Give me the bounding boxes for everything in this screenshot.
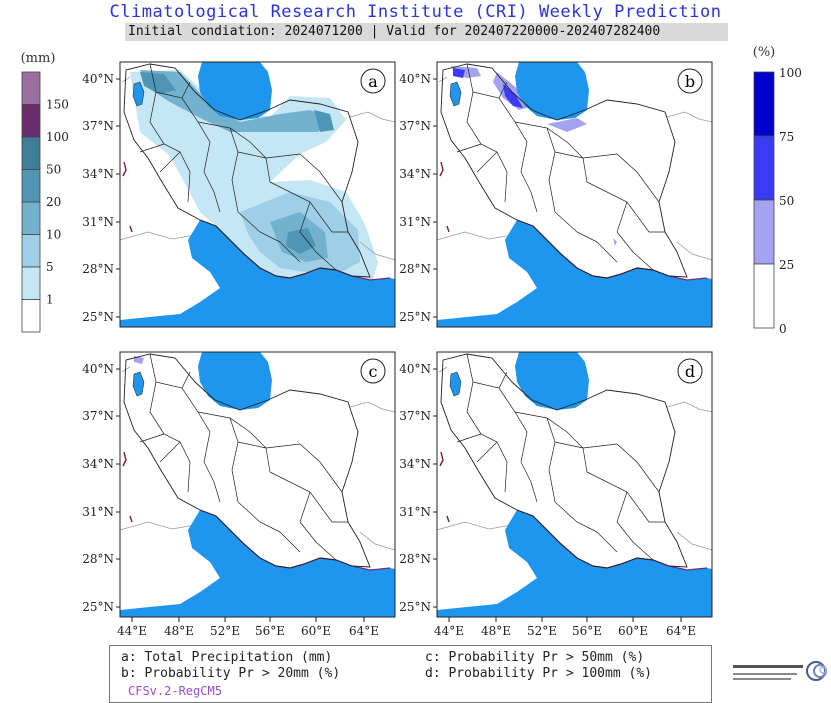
footer-d-label: d: Probability Pr > 100mm (%) — [425, 666, 652, 681]
latitude-label: 31°N — [82, 215, 114, 229]
longitude-label: 44°E — [434, 624, 464, 638]
latitude-label: 28°N — [82, 552, 114, 566]
longitude-label: 44°E — [117, 624, 147, 638]
longitude-label: 48°E — [164, 624, 194, 638]
colorbar-label: 0 — [779, 322, 787, 336]
colorbar-label: 20 — [46, 195, 61, 209]
precipitation-field — [130, 70, 378, 294]
colorbar-swatch — [753, 71, 775, 137]
probability-colorbar: (%) 100 75 50 25 0 — [753, 45, 802, 336]
latitude-label: 37°N — [399, 119, 431, 133]
latitude-label: 37°N — [399, 409, 431, 423]
longitude-label: 64°E — [349, 624, 379, 638]
precipitation-unit: (mm) — [21, 51, 56, 66]
panel-b — [436, 61, 713, 328]
colorbar-swatch — [21, 266, 41, 300]
latitude-label: 31°N — [399, 215, 431, 229]
map-subtitle: Initial condiation: 2024071200 | Valid f… — [125, 23, 728, 41]
colorbar-label: 10 — [46, 228, 61, 242]
latitude-label: 28°N — [82, 262, 114, 276]
colorbar-label: 100 — [779, 66, 802, 80]
latitude-label: 34°N — [82, 457, 114, 471]
latitude-label: 40°N — [399, 72, 431, 86]
longitude-label: 56°E — [572, 624, 602, 638]
footer-c-label: c: Probability Pr > 50mm (%) — [425, 650, 645, 665]
latitude-label: 37°N — [82, 409, 114, 423]
latitude-label: 31°N — [82, 505, 114, 519]
latitude-label: 25°N — [399, 310, 431, 324]
colorbar-swatch — [753, 199, 775, 265]
longitude-label: 60°E — [618, 624, 648, 638]
institute-logo — [733, 661, 827, 681]
colorbar-label: 50 — [779, 194, 794, 208]
latitude-label: 37°N — [82, 119, 114, 133]
colorbar-label: 5 — [46, 260, 54, 274]
panel-letters: a b c d — [360, 68, 703, 384]
panel-d — [436, 351, 713, 618]
latitude-label: 25°N — [82, 600, 114, 614]
latitude-label: 25°N — [399, 600, 431, 614]
colorbar-swatch — [21, 104, 41, 138]
latitude-label: 25°N — [82, 310, 114, 324]
colorbar-swatch — [21, 234, 41, 268]
colorbar-label: 150 — [46, 98, 69, 112]
latitude-label: 28°N — [399, 552, 431, 566]
colorbar-swatch — [21, 201, 41, 235]
colorbar-swatch — [753, 263, 775, 329]
footer-legend — [109, 645, 712, 703]
probability-field — [134, 356, 144, 364]
footer-a-label: a: Total Precipitation (mm) — [121, 650, 333, 665]
map-title: Climatological Research Institute (CRI) … — [109, 2, 722, 22]
colorbar-swatch — [21, 71, 41, 105]
latitude-label: 40°N — [82, 362, 114, 376]
panel-a-letter: a — [368, 72, 378, 91]
longitude-label: 52°E — [527, 624, 557, 638]
precipitation-colorbar: (mm) 150 100 50 20 10 5 1 — [21, 51, 69, 333]
colorbar-label: 1 — [46, 293, 54, 307]
latitude-label: 40°N — [399, 362, 431, 376]
longitude-label: 64°E — [666, 624, 696, 638]
latitude-label: 28°N — [399, 262, 431, 276]
probability-unit: (%) — [753, 45, 776, 60]
model-name: CFSv.2-RegCM5 — [128, 684, 222, 698]
longitude-label: 60°E — [301, 624, 331, 638]
colorbar-swatch — [21, 299, 41, 333]
latitude-label: 40°N — [82, 72, 114, 86]
colorbar-label: 25 — [779, 258, 794, 272]
axis-labels: 40°N 37°N 34°N 31°N 28°N 25°N 40°N 37°N 34°N 31°N… — [82, 72, 696, 638]
latitude-label: 31°N — [399, 505, 431, 519]
panel-c-letter: c — [369, 362, 378, 381]
longitude-label: 56°E — [255, 624, 285, 638]
colorbar-swatch — [753, 135, 775, 201]
panel-a — [119, 61, 396, 328]
colorbar-label: 100 — [46, 130, 69, 144]
latitude-label: 34°N — [399, 457, 431, 471]
latitude-label: 34°N — [399, 167, 431, 181]
panel-b-letter: b — [685, 72, 695, 91]
longitude-label: 48°E — [481, 624, 511, 638]
colorbar-label: 75 — [779, 130, 794, 144]
colorbar-swatch — [21, 169, 41, 203]
longitude-label: 52°E — [210, 624, 240, 638]
panel-d-letter: d — [685, 362, 695, 381]
colorbar-swatch — [21, 136, 41, 170]
panel-c — [119, 351, 396, 618]
latitude-label: 34°N — [82, 167, 114, 181]
colorbar-label: 50 — [46, 163, 61, 177]
footer-b-label: b: Probability Pr > 20mm (%) — [121, 666, 341, 681]
